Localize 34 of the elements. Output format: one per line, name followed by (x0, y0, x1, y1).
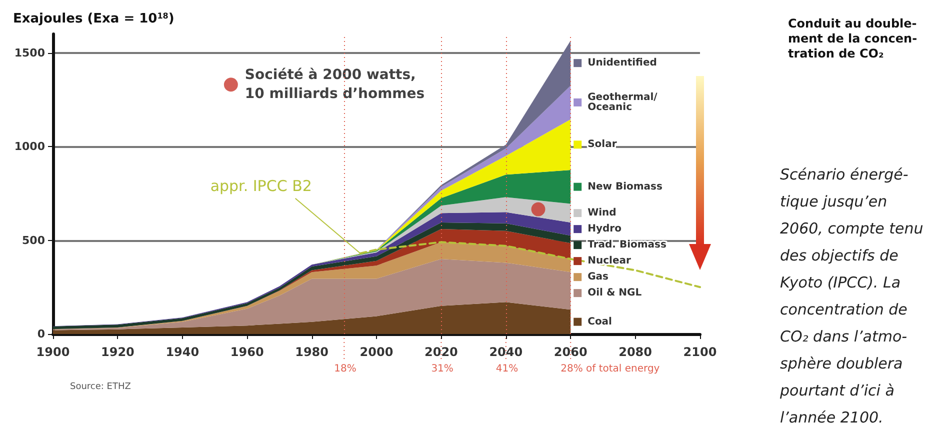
legend-label: Wind (588, 208, 616, 219)
legend-label: Trad. Biomass (588, 240, 666, 251)
x-tick-label: 2040 (489, 345, 523, 359)
annotation: 18% (334, 364, 356, 374)
legend-label: Geothermal/ Oceanic (588, 92, 661, 113)
legend-label: Gas (588, 272, 609, 283)
x-tick-label: 1940 (166, 345, 200, 359)
y-tick-label: 1000 (14, 140, 46, 153)
legend-label: Coal (588, 316, 612, 328)
x-tick-label: 2100 (683, 345, 717, 359)
legend-label: Oil & NGL (588, 288, 642, 299)
x-tick-label: 2020 (424, 345, 458, 359)
text: Conduit au double- ment de la concen- tration de CO₂ (788, 16, 918, 60)
x-tick-label: 1900 (36, 345, 70, 359)
x-tick-label: 1980 (295, 345, 329, 359)
source-note: Source: ETHZ (70, 382, 131, 392)
text: appr. IPCC B2 (210, 176, 312, 195)
x-tick-label: 2080 (618, 345, 652, 359)
annotation: 28% of total energy (560, 364, 660, 374)
x-tick-label: 1920 (100, 345, 134, 359)
legend-label: Unidentified (588, 58, 657, 69)
y-tick-label: 500 (22, 234, 46, 247)
y-tick-label: 1500 (14, 46, 46, 60)
text: Scénario énergé- tique jusqu’en 2060, compte tenu des objectifs de Kyoto (IPCC). La concentration de CO₂ dans l’atmo- sphère doublera pourtant d’ici à l’année 2100. (780, 166, 924, 426)
annotation: Société à 2000 watts, 10 milliards d’hommes (244, 67, 425, 102)
legend-label: Nuclear (588, 256, 631, 267)
annotation: 31% (431, 364, 454, 374)
legend-label: Hydro (588, 224, 622, 235)
legend-label: New Biomass (588, 181, 663, 192)
x-tick-label: 1960 (230, 345, 264, 359)
x-tick-label: 2060 (554, 345, 588, 359)
annotation: 41% (496, 364, 518, 374)
y-tick-label: 0 (37, 328, 46, 340)
x-tick-label: 2000 (360, 345, 394, 359)
